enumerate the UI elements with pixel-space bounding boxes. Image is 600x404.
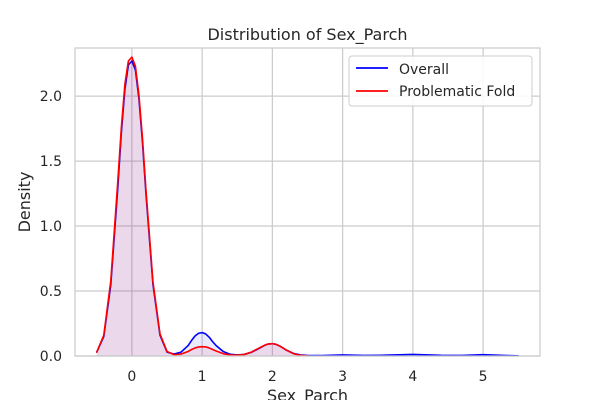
x-tick-label: 1 bbox=[198, 369, 207, 385]
y-tick-label: 1.5 bbox=[40, 154, 62, 170]
y-tick-label: 2.0 bbox=[40, 89, 62, 105]
x-tick-label: 2 bbox=[268, 369, 277, 385]
y-tick-label: 0.0 bbox=[40, 349, 62, 365]
x-tick-label: 5 bbox=[479, 369, 488, 385]
series-line-1 bbox=[95, 56, 309, 357]
y-tick-label: 0.5 bbox=[40, 284, 62, 300]
x-tick-label: 0 bbox=[127, 369, 136, 385]
legend-box bbox=[348, 55, 533, 107]
y-tick-labels: 0.0 0.5 1.0 1.5 2.0 bbox=[40, 89, 62, 365]
x-tick-label: 4 bbox=[408, 369, 417, 385]
y-axis-label: Density bbox=[15, 172, 34, 233]
series-fill-0 bbox=[96, 61, 519, 356]
x-axis-label: Sex_Parch bbox=[267, 386, 348, 400]
y-tick-label: 1.0 bbox=[40, 219, 62, 235]
x-tick-labels: 0 1 2 3 4 5 bbox=[127, 369, 487, 385]
legend-label-problematic-fold: Problematic Fold bbox=[399, 84, 515, 100]
plot-frame bbox=[74, 47, 541, 357]
legend-label-overall: Overall bbox=[399, 62, 449, 78]
x-tick-label: 3 bbox=[338, 369, 347, 385]
series-fill-1 bbox=[96, 57, 308, 356]
chart-title: Distribution of Sex_Parch bbox=[207, 25, 407, 45]
legend: Overall Problematic Fold bbox=[348, 55, 533, 107]
